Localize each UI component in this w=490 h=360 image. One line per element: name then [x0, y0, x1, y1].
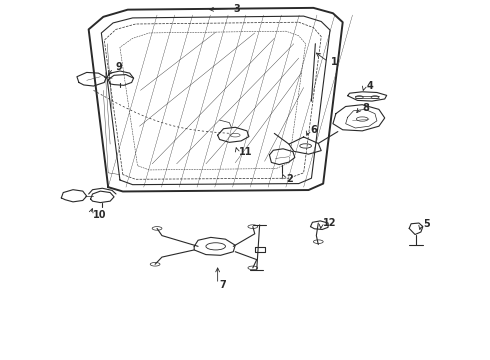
Text: 2: 2 [286, 174, 293, 184]
Text: 4: 4 [366, 81, 373, 91]
Text: 7: 7 [220, 280, 226, 290]
Text: 11: 11 [239, 147, 253, 157]
Text: 8: 8 [362, 103, 369, 113]
Text: 10: 10 [93, 210, 106, 220]
Text: 1: 1 [331, 57, 338, 67]
Text: 12: 12 [323, 218, 337, 228]
Text: 6: 6 [311, 125, 317, 135]
Text: 5: 5 [423, 219, 430, 229]
Text: 9: 9 [115, 62, 122, 72]
Text: 3: 3 [233, 4, 240, 14]
